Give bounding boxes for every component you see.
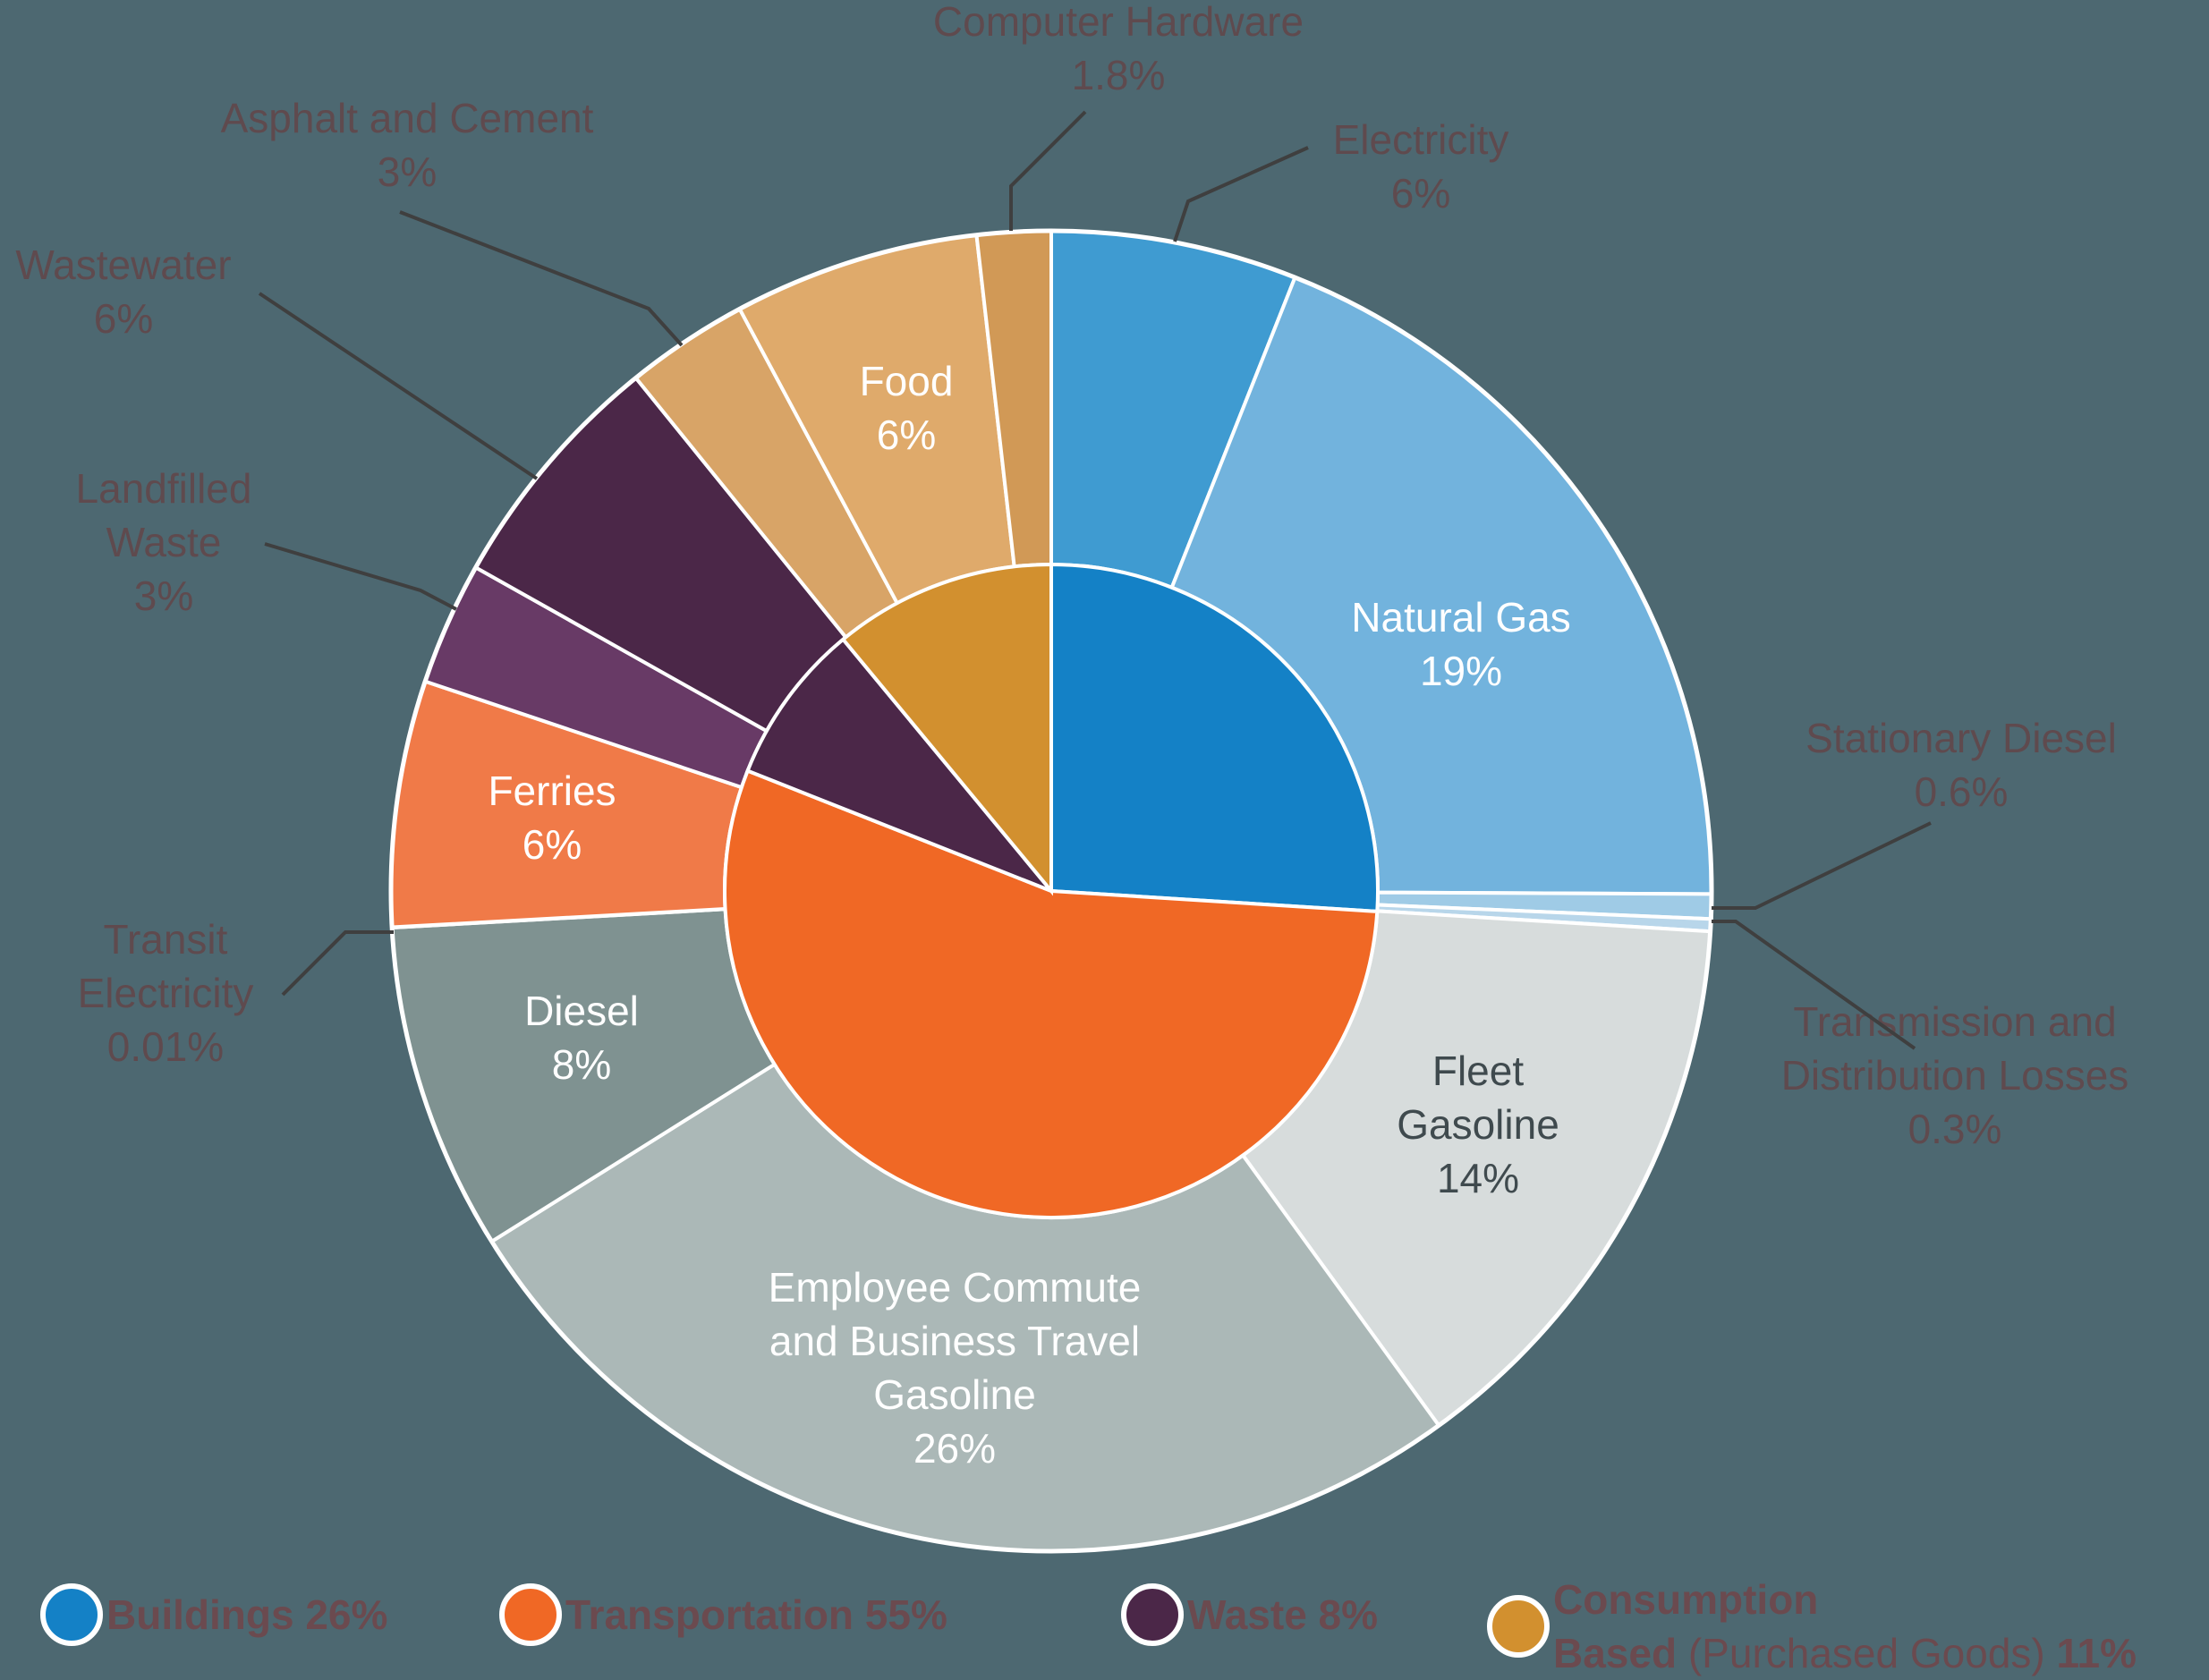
outside-label-stationary-diesel-line-2: 0.6% bbox=[1915, 768, 2009, 815]
outside-label-electricity-line-2: 6% bbox=[1391, 170, 1450, 216]
inside-label-employee-commute-and-business-travel-gasoline-line-1: Employee Commute bbox=[769, 1264, 1142, 1311]
outside-label-transit-electricity-line-3: 0.01% bbox=[107, 1023, 224, 1070]
outside-label-landfilled-waste: Landfilled Waste 3% bbox=[76, 465, 252, 619]
outside-label-computer-hardware: Computer Hardware 1.8% bbox=[933, 0, 1304, 98]
inside-label-natural-gas: Natural Gas 19% bbox=[1351, 594, 1570, 694]
outside-label-transit-electricity-line-1: Transit bbox=[104, 916, 228, 963]
leader-line-transit-electricity bbox=[281, 930, 394, 997]
legend-swatch-buildings bbox=[40, 1583, 103, 1646]
outside-label-transmission-and-distribution-losses-line-3: 0.3% bbox=[1908, 1106, 2002, 1152]
outside-label-asphalt-and-cement: Asphalt and Cement 3% bbox=[221, 95, 594, 195]
inside-label-diesel-line-2: 8% bbox=[552, 1041, 611, 1088]
legend-item-buildings: Buildings 26% bbox=[40, 1583, 387, 1646]
outside-label-transit-electricity: Transit Electricity 0.01% bbox=[78, 916, 254, 1070]
outside-label-landfilled-waste-line-3: 3% bbox=[134, 573, 193, 619]
leader-line-transmission-and-distribution-losses bbox=[1712, 920, 1916, 1050]
legend-label-transportation: Transportation 55% bbox=[565, 1591, 947, 1638]
outside-label-computer-hardware-line-1: Computer Hardware bbox=[933, 0, 1304, 45]
leader-line-computer-hardware bbox=[1009, 110, 1087, 231]
inside-label-fleet-gasoline: Fleet Gasoline 14% bbox=[1397, 1048, 1559, 1201]
outside-label-asphalt-and-cement-line-1: Asphalt and Cement bbox=[221, 95, 594, 141]
legend: Buildings 26% Transportation 55% Waste 8… bbox=[0, 1557, 2209, 1677]
outside-label-transmission-and-distribution-losses-line-1: Transmission and bbox=[1793, 998, 2116, 1045]
inside-label-diesel-line-1: Diesel bbox=[524, 988, 639, 1034]
legend-label-consumption-pct: 11% bbox=[2056, 1630, 2137, 1676]
inside-label-ferries: Ferries 6% bbox=[488, 768, 616, 868]
leader-line-landfilled-waste bbox=[264, 542, 457, 611]
outside-label-computer-hardware-line-2: 1.8% bbox=[1072, 52, 1166, 98]
legend-item-consumption: Consumption Based (Purchased Goods) 11% bbox=[1487, 1573, 2137, 1680]
outside-label-transmission-and-distribution-losses-line-2: Distribution Losses bbox=[1781, 1052, 2129, 1099]
legend-item-transportation: Transportation 55% bbox=[499, 1583, 947, 1646]
inner-slice-buildings bbox=[1049, 562, 1380, 914]
inside-label-food: Food 6% bbox=[860, 358, 954, 458]
leader-line-electricity bbox=[1173, 146, 1309, 242]
inside-label-ferries-line-2: 6% bbox=[523, 821, 582, 868]
outside-label-transit-electricity-line-2: Electricity bbox=[78, 970, 254, 1016]
legend-label-consumption-line2: Based bbox=[1553, 1630, 1678, 1676]
outer-ring-outline bbox=[388, 228, 1714, 1554]
leader-line-asphalt-and-cement bbox=[399, 210, 684, 347]
outside-label-electricity: Electricity 6% bbox=[1333, 116, 1509, 216]
outside-label-electricity-line-1: Electricity bbox=[1333, 116, 1509, 163]
outside-label-wastewater-line-1: Wastewater bbox=[15, 242, 231, 288]
outside-label-wastewater: Wastewater 6% bbox=[15, 242, 231, 342]
outside-label-landfilled-waste-line-1: Landfilled bbox=[76, 465, 252, 512]
inside-label-employee-commute-and-business-travel-gasoline-line-3: Gasoline bbox=[873, 1371, 1036, 1418]
legend-swatch-consumption bbox=[1487, 1595, 1550, 1658]
outside-label-asphalt-and-cement-line-2: 3% bbox=[378, 148, 437, 195]
outside-label-stationary-diesel-line-1: Stationary Diesel bbox=[1805, 715, 2117, 761]
legend-label-consumption-note: (Purchased Goods) bbox=[1687, 1630, 2045, 1676]
inner-slice-waste bbox=[745, 636, 1053, 893]
outside-label-landfilled-waste-line-2: Waste bbox=[106, 519, 222, 565]
legend-swatch-waste bbox=[1121, 1583, 1184, 1646]
inside-label-ferries-line-1: Ferries bbox=[488, 768, 616, 814]
inside-label-natural-gas-line-1: Natural Gas bbox=[1351, 594, 1570, 641]
legend-item-waste: Waste 8% bbox=[1121, 1583, 1378, 1646]
outside-label-stationary-diesel: Stationary Diesel 0.6% bbox=[1805, 715, 2117, 815]
outside-label-transmission-and-distribution-losses: Transmission and Distribution Losses 0.3% bbox=[1781, 998, 2129, 1152]
leader-line-stationary-diesel bbox=[1712, 821, 1932, 910]
inside-label-employee-commute-and-business-travel-gasoline-line-4: 26% bbox=[913, 1425, 996, 1472]
legend-swatch-transportation bbox=[499, 1583, 562, 1646]
leader-line-wastewater bbox=[258, 292, 539, 480]
inner-slice-consumption-based bbox=[840, 562, 1053, 896]
outside-label-wastewater-line-2: 6% bbox=[94, 295, 153, 342]
inside-label-natural-gas-line-2: 19% bbox=[1420, 648, 1502, 694]
inside-label-food-line-2: 6% bbox=[877, 412, 936, 458]
inside-label-employee-commute-and-business-travel-gasoline-line-2: and Business Travel bbox=[769, 1318, 1140, 1364]
inside-label-employee-commute-and-business-travel-gasoline: Employee Commute and Business Travel Gasol… bbox=[769, 1264, 1142, 1472]
legend-label-consumption-line1: Consumption bbox=[1553, 1576, 1819, 1623]
inner-slice-transportation bbox=[723, 768, 1380, 1219]
inside-label-fleet-gasoline-line-1: Fleet bbox=[1432, 1048, 1524, 1094]
legend-label-buildings: Buildings 26% bbox=[106, 1591, 388, 1638]
inside-label-diesel: Diesel 8% bbox=[524, 988, 639, 1088]
inside-label-food-line-1: Food bbox=[860, 358, 954, 404]
inside-label-fleet-gasoline-line-2: Gasoline bbox=[1397, 1101, 1559, 1148]
inside-label-fleet-gasoline-line-3: 14% bbox=[1437, 1155, 1519, 1201]
legend-label-waste: Waste 8% bbox=[1187, 1591, 1379, 1638]
